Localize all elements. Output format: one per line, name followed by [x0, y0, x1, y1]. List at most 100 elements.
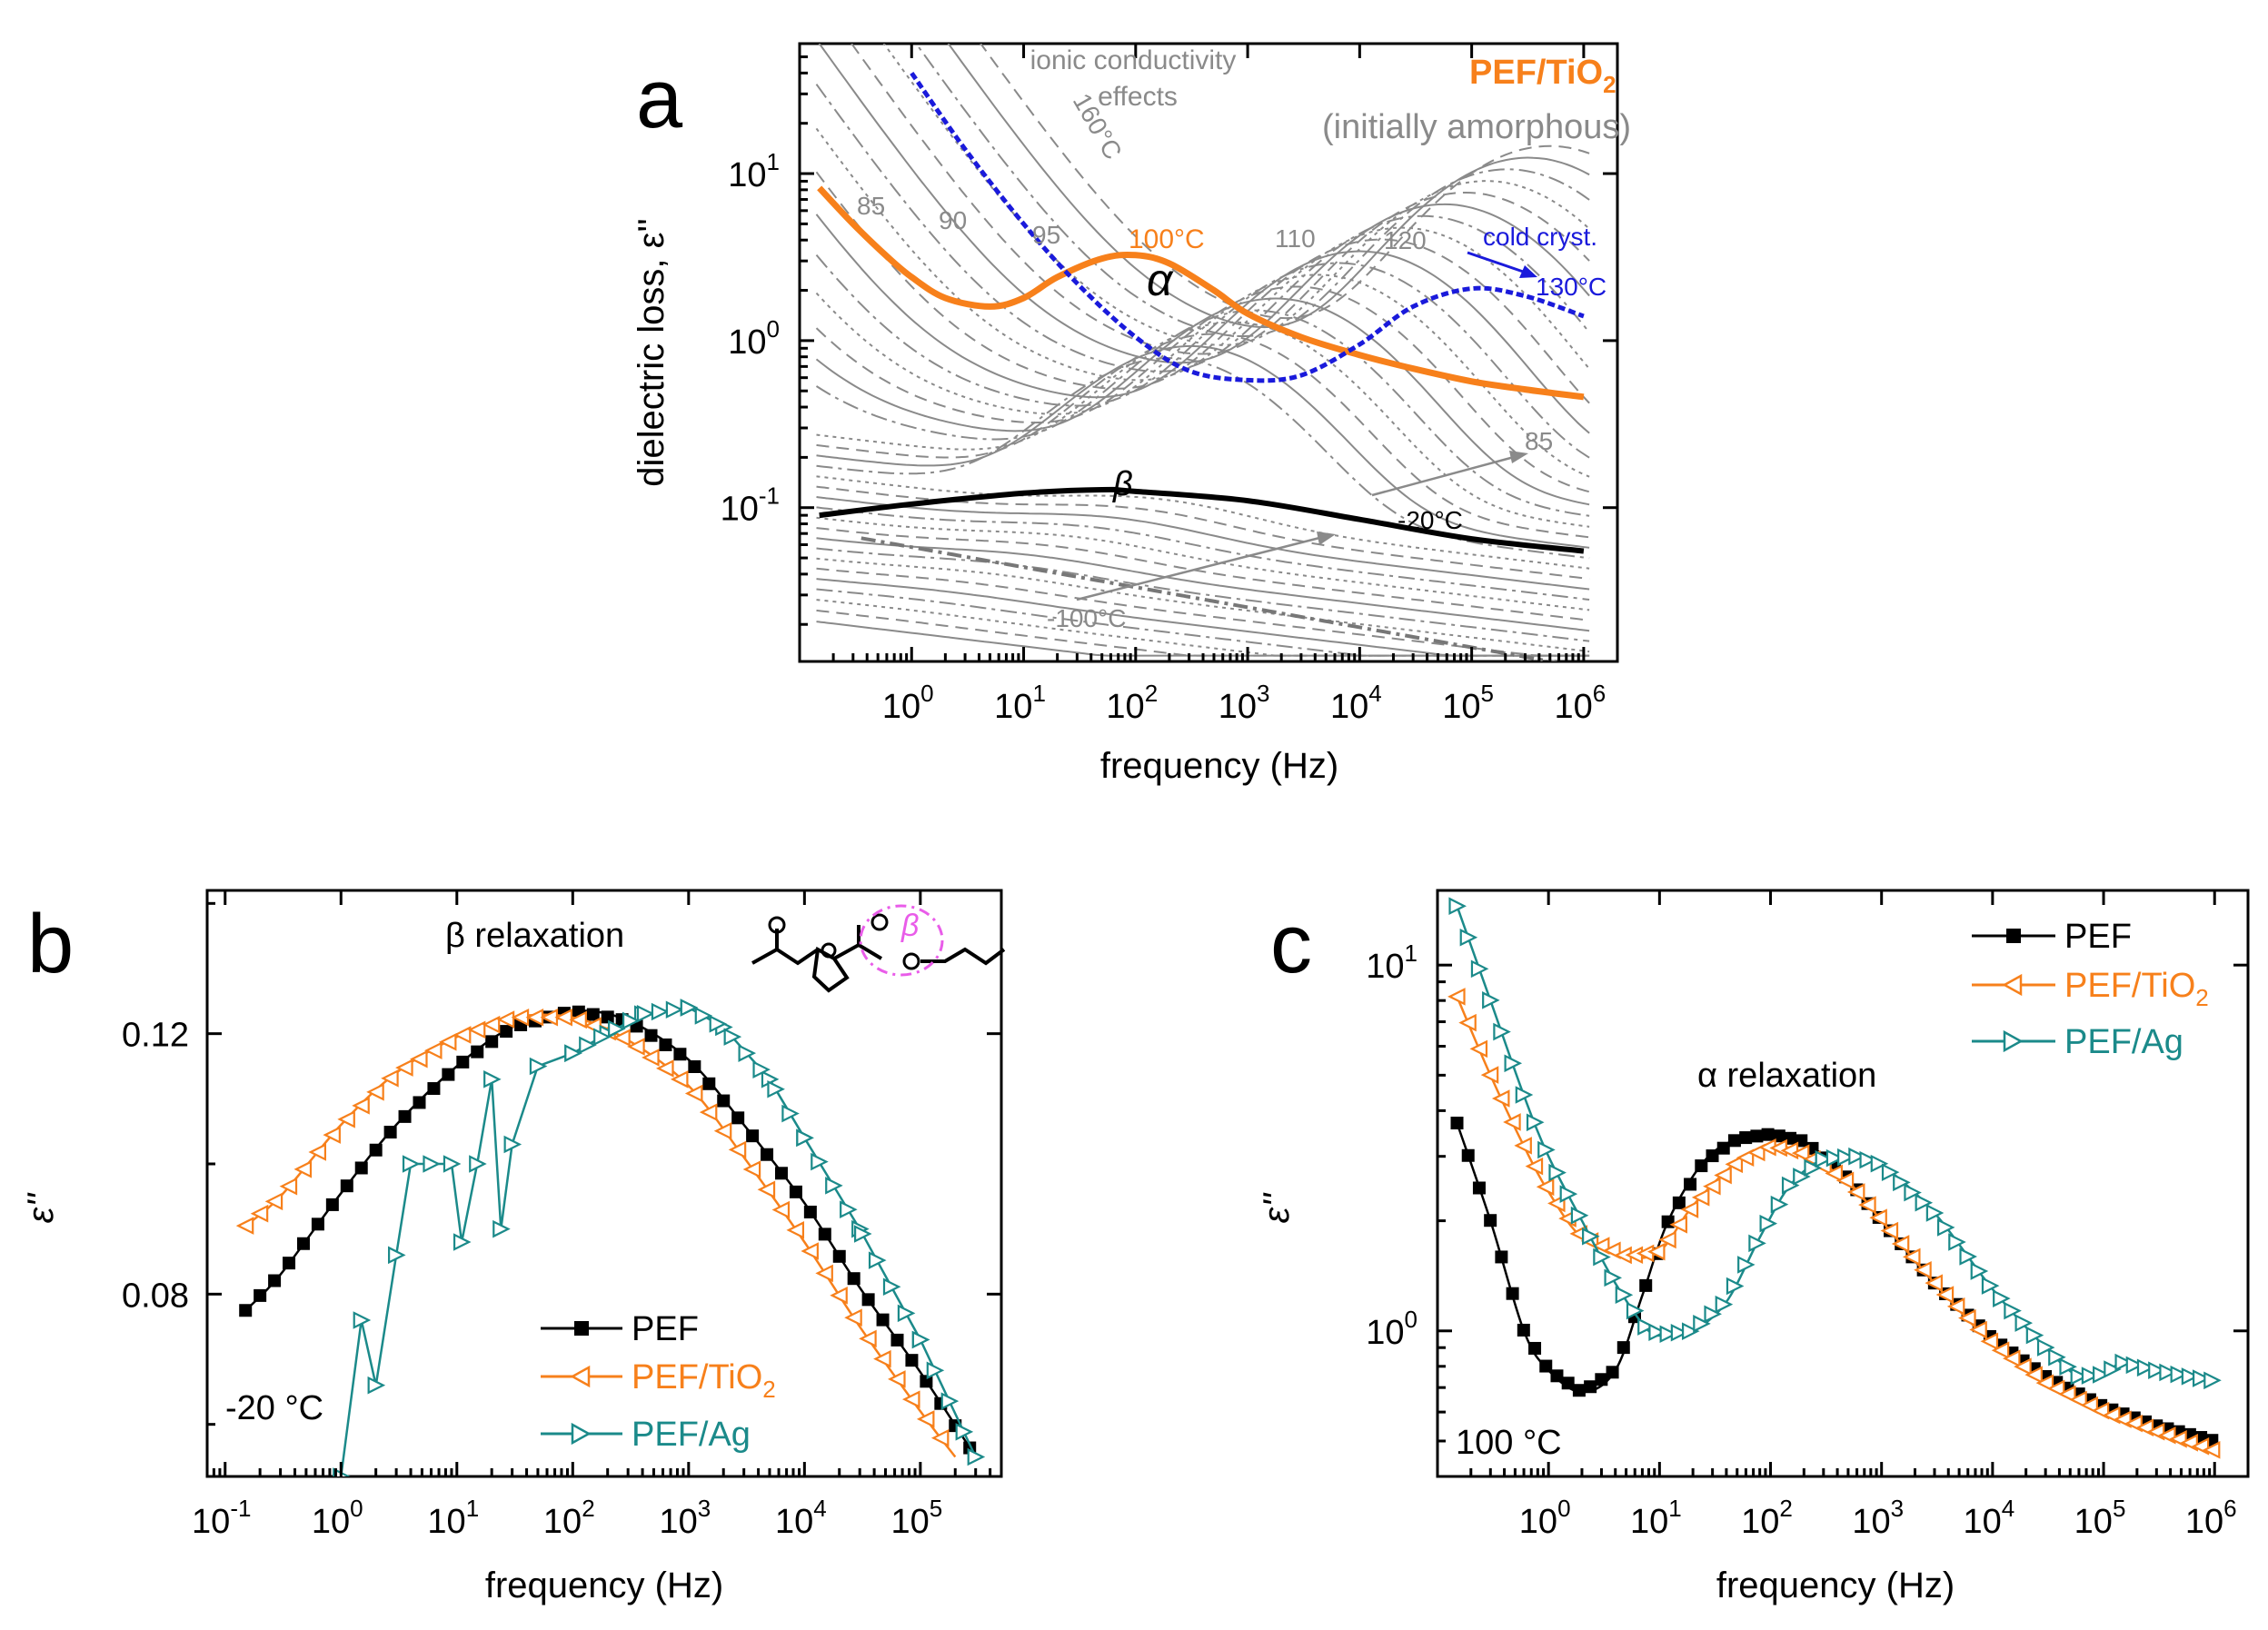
- beta-highlight-circle: [859, 904, 944, 977]
- panel-a-title-main: PEF/TiO: [1469, 54, 1603, 92]
- series-c-2-marker: [1504, 1054, 1523, 1073]
- panel-a-xlabel: frequency (Hz): [1100, 746, 1338, 786]
- panel-b-series: [235, 999, 986, 1476]
- series-b-2-line: [340, 1006, 977, 1476]
- series-b-0-marker: [427, 1082, 441, 1096]
- series-c-1-marker: [1891, 1235, 1910, 1253]
- panel-b-xlabel: frequency (Hz): [485, 1565, 723, 1605]
- annot-90: 90: [939, 206, 967, 234]
- series-b-0-marker: [731, 1111, 745, 1125]
- legend-c-ag-marker: [2003, 1029, 2024, 1053]
- panel-a-series: [817, 71, 1585, 554]
- legend-c-pef-marker: [2006, 929, 2021, 943]
- series-c-2-marker: [1981, 1277, 2000, 1295]
- series-c-2-marker: [1893, 1173, 1911, 1192]
- series-c-2-marker: [1815, 1149, 1834, 1168]
- series-c-2-marker: [1648, 1323, 1666, 1342]
- series-c-1-marker: [1536, 1178, 1555, 1197]
- y-tick-label: 0.08: [122, 1277, 189, 1315]
- series-b-0-marker: [803, 1205, 817, 1218]
- series-c-2-marker: [1670, 1323, 1689, 1342]
- background-temperature-curve: [816, 547, 1590, 642]
- series-b-1-marker: [901, 1390, 920, 1408]
- panel-a-title: PEF/TiO2: [1469, 54, 1616, 98]
- series-c-0-marker: [1528, 1341, 1542, 1355]
- background-temperature-curve: [816, 333, 1590, 539]
- series-b-2-marker: [723, 1028, 742, 1046]
- series-b-2-marker: [353, 1311, 372, 1329]
- series-c-0-marker: [1539, 1359, 1553, 1373]
- series-c-1-marker: [1902, 1247, 1921, 1267]
- series-b-2-marker: [503, 1135, 522, 1154]
- series-c-2-marker: [1681, 1322, 1700, 1340]
- series-c-2-marker: [2114, 1353, 2134, 1372]
- series-b-0-marker: [413, 1096, 426, 1109]
- beta-label: β: [1112, 465, 1133, 503]
- series-b-2-marker: [955, 1423, 974, 1441]
- x-tick-label: 103: [1219, 680, 1270, 726]
- legend-b-pef: PEF: [541, 1310, 699, 1348]
- series-b-0-marker: [659, 1038, 672, 1051]
- annot-minus20C: -20°C: [1398, 506, 1463, 534]
- series-c-2-marker: [1859, 1150, 1878, 1169]
- series-c-2-marker: [1604, 1268, 1623, 1287]
- panel-b-ticks: 10-1 100 101 102 103 104 105 0.08 0.12: [122, 890, 1001, 1541]
- series-c-1-marker: [2202, 1441, 2221, 1459]
- series-b-1-marker: [395, 1059, 413, 1077]
- annot-120: 120: [1384, 226, 1427, 254]
- series-b-2-marker: [911, 1330, 930, 1349]
- series-c-1-marker: [1991, 1341, 2010, 1359]
- series-b-1-marker: [757, 1180, 776, 1199]
- background-temperature-curve: [816, 506, 1590, 601]
- series-b-1-marker: [554, 1008, 572, 1027]
- panel-b-legend: PEF PEF/TiO2 PEF/Ag: [541, 1310, 776, 1454]
- x-tick-label: 105: [890, 1495, 942, 1541]
- series-b-0-marker: [325, 1198, 339, 1211]
- series-c-2-marker: [1459, 928, 1478, 947]
- x-tick-label: 100: [312, 1495, 363, 1541]
- series-b-0-marker: [283, 1257, 296, 1270]
- background-temperature-curve: [815, 171, 1590, 404]
- series-b-1-marker: [381, 1069, 399, 1088]
- series-b-1-marker: [423, 1041, 443, 1060]
- series-c-1-marker: [1469, 1039, 1488, 1059]
- series-b-0-marker: [920, 1375, 933, 1388]
- series-b-0-marker: [369, 1143, 383, 1157]
- legend-c-pef: PEF: [1972, 918, 2132, 956]
- series-b-0-marker: [673, 1048, 687, 1061]
- legend-c-pef-label: PEF: [2064, 918, 2132, 956]
- series-c-2-marker: [1704, 1305, 1722, 1324]
- series-c-1-marker: [2046, 1379, 2065, 1398]
- series-c-0-marker: [1595, 1373, 1608, 1386]
- series-b-1-marker: [859, 1329, 877, 1348]
- series-c-0-marker: [1561, 1377, 1575, 1390]
- series-c-2-marker: [2036, 1338, 2055, 1357]
- series-c-1-marker: [1603, 1241, 1621, 1260]
- panel-c-ticks: 100 101 102 103 104 105 106 100 101: [1366, 890, 2248, 1541]
- series-c-2-marker: [1936, 1218, 1955, 1237]
- legend-c-ag-label: PEF/Ag: [2064, 1023, 2183, 1061]
- legend-c-tio2: PEF/TiO2: [1972, 967, 2209, 1011]
- series-c-1-marker: [1725, 1155, 1744, 1174]
- y-tick-label: 100: [1366, 1306, 1418, 1352]
- series-c-1-marker: [1946, 1297, 1965, 1316]
- series-c-2-marker: [1959, 1247, 1977, 1266]
- molecule-inset: [751, 904, 1006, 993]
- background-temperature-curve: [815, 273, 1590, 478]
- panel-a-title-sub: 2: [1603, 71, 1616, 98]
- background-temperature-curve: [815, 297, 1590, 506]
- series-c-2-marker: [1770, 1195, 1789, 1214]
- series-c-2-marker: [1804, 1158, 1822, 1178]
- series-c-2-marker: [1637, 1317, 1656, 1336]
- x-tick-label: 102: [543, 1495, 595, 1541]
- series-b-1-marker: [699, 1103, 718, 1121]
- legend-b-pef-marker: [574, 1321, 589, 1336]
- series-b-0-marker: [239, 1304, 253, 1317]
- series-c-2-marker: [1482, 991, 1500, 1009]
- series-2-line: [819, 486, 1585, 554]
- series-c-2-marker: [1593, 1247, 1611, 1267]
- series-c-2-marker: [1726, 1277, 1745, 1296]
- curve-minus100C: [860, 536, 1561, 661]
- series-b-1-marker: [293, 1160, 313, 1178]
